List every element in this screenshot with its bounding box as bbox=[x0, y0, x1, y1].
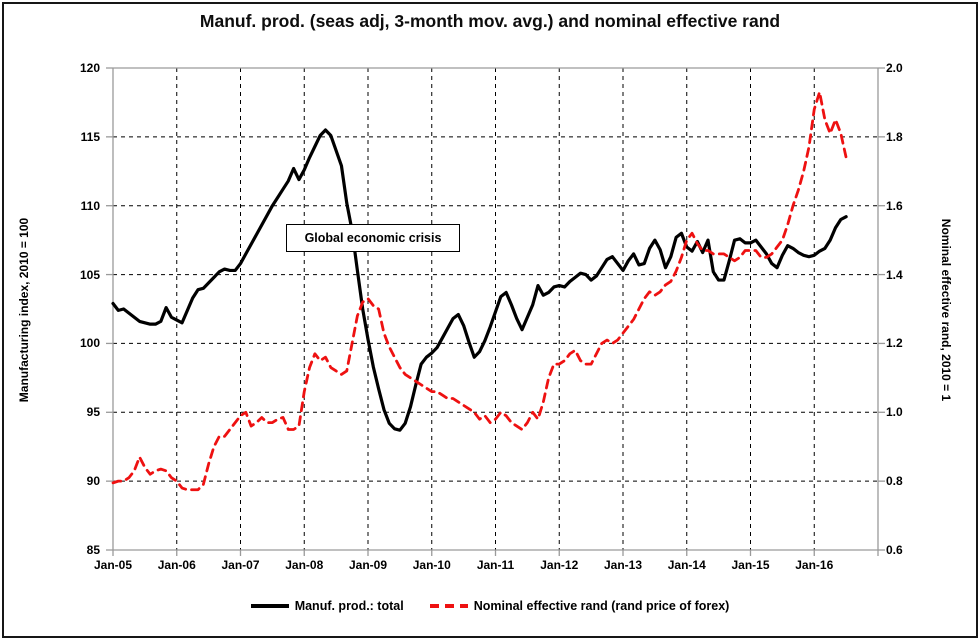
chart-title: Manuf. prod. (seas adj, 3-month mov. avg… bbox=[199, 11, 781, 31]
right-axis-tick-label: 1.2 bbox=[886, 336, 903, 351]
left-axis-tick-label: 115 bbox=[80, 129, 100, 144]
x-axis-tick-label: Jan-12 bbox=[540, 558, 579, 572]
left-axis-tick-label: 120 bbox=[79, 61, 100, 75]
x-axis-tick-label: Jan-15 bbox=[731, 558, 770, 572]
x-axis-tick-label: Jan-11 bbox=[476, 558, 515, 572]
right-axis-tick-label: 1.6 bbox=[886, 198, 903, 213]
legend-item-rand: Nominal effective rand (rand price of fo… bbox=[429, 599, 730, 613]
x-axis-tick-label: Jan-07 bbox=[221, 558, 260, 572]
left-axis-tick-label: 90 bbox=[86, 474, 100, 489]
x-axis-tick-label: Jan-10 bbox=[412, 558, 451, 572]
x-axis-tick-label: Jan-06 bbox=[157, 558, 196, 572]
legend-label-manuf-prod: Manuf. prod.: total bbox=[294, 599, 404, 613]
right-axis-tick-label: 1.0 bbox=[886, 405, 903, 420]
legend-item-manuf-prod: Manuf. prod.: total bbox=[250, 599, 404, 613]
legend-line-dashed-red bbox=[429, 604, 468, 608]
right-axis-tick-label: 0.6 bbox=[886, 543, 903, 557]
rand-series-line bbox=[111, 90, 848, 492]
x-axis-tick-label: Jan-14 bbox=[667, 558, 706, 572]
right-axis-tick-label: 2.0 bbox=[886, 61, 903, 75]
manuf-prod-series-line bbox=[111, 128, 848, 432]
right-axis-tick-label: 1.8 bbox=[886, 129, 903, 144]
x-axis-tick-label: Jan-13 bbox=[603, 558, 643, 572]
left-axis-tick-label: 95 bbox=[86, 405, 100, 420]
x-axis-tick-label: Jan-05 bbox=[93, 558, 133, 572]
annotation-global-economic-crisis: Global economic crisis bbox=[286, 224, 460, 252]
x-axis-tick-label: Jan-09 bbox=[348, 558, 388, 572]
legend: Manuf. prod.: total Nominal effective ra… bbox=[0, 594, 980, 618]
left-axis-tick-label: 110 bbox=[80, 198, 100, 213]
legend-line-solid-black bbox=[250, 604, 289, 608]
left-axis-tick-label: 105 bbox=[79, 267, 100, 282]
right-axis-tick-label: 0.8 bbox=[886, 474, 903, 489]
x-axis-tick-label: Jan-16 bbox=[795, 558, 834, 572]
legend-label-rand: Nominal effective rand (rand price of fo… bbox=[473, 599, 730, 613]
right-axis-tick-label: 1.4 bbox=[886, 267, 903, 282]
x-axis-tick-label: Jan-08 bbox=[285, 558, 324, 572]
left-axis-tick-label: 100 bbox=[79, 336, 100, 351]
right-axis-title: Nominal effective rand, 2010 = 1 bbox=[939, 218, 953, 402]
left-axis-title: Manufacturing index, 2010 = 100 bbox=[17, 217, 31, 403]
left-axis-tick-label: 85 bbox=[86, 543, 100, 557]
